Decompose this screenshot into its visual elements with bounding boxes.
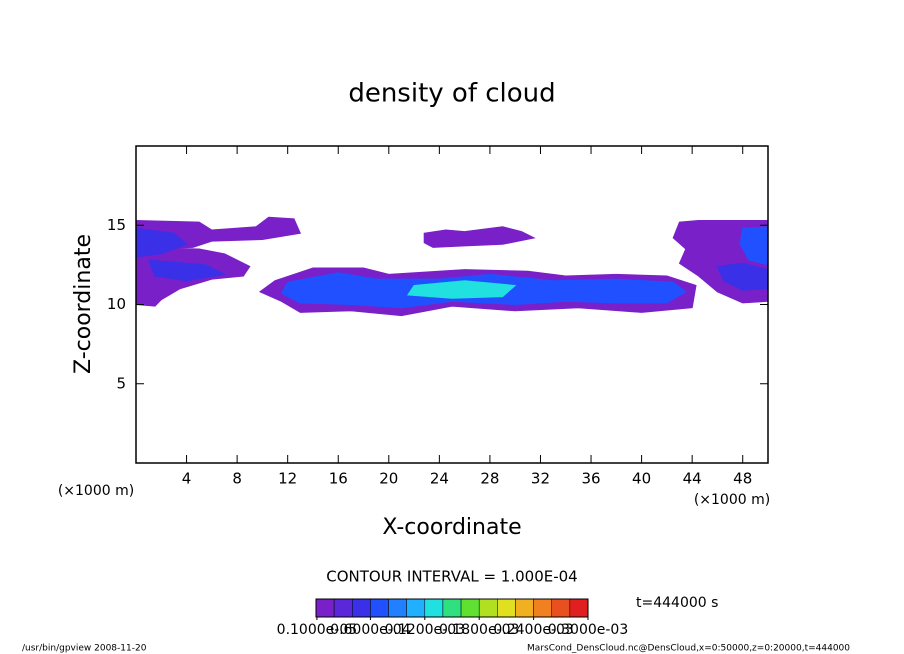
colorbar-tick-label: 0.2400e-03: [493, 622, 573, 638]
colorbar-segment: [352, 598, 371, 618]
x-tick-label: 24: [430, 470, 449, 488]
x-unit-label: (×1000 m): [694, 492, 770, 508]
colorbar-tick-label: 0.1200e-03: [385, 622, 465, 638]
colorbar-tick-label: 0.3000e-03: [548, 622, 628, 638]
colorbar-tick-label: 0.1000e-05: [277, 622, 357, 638]
x-tick-label: 36: [581, 470, 600, 488]
x-tick-label: 28: [480, 470, 499, 488]
x-tick-label: 40: [632, 470, 651, 488]
colorbar-segment: [478, 598, 498, 618]
cloud-region: [716, 262, 768, 291]
colorbar-segment: [424, 598, 444, 618]
colorbar-segment: [315, 598, 335, 618]
cloud-region: [136, 227, 188, 258]
x-tick-label: 8: [232, 470, 242, 488]
cloud-region: [739, 226, 768, 266]
contour-interval: CONTOUR INTERVAL = 1.000E-04: [326, 568, 577, 586]
x-tick-label: 12: [278, 470, 297, 488]
footer-left: /usr/bin/gpview 2008-11-20: [22, 644, 147, 654]
x-tick-label: 4: [182, 470, 192, 488]
colorbar-segment: [388, 598, 407, 618]
colorbar-segment: [569, 598, 589, 618]
x-tick-label: 16: [329, 470, 348, 488]
y-tick-label: 5: [116, 374, 126, 392]
x-unit-label: (×1000 m): [58, 483, 134, 499]
time-label: t=444000 s: [636, 595, 718, 611]
colorbar-tick-label: 0.1800e-03: [439, 622, 519, 638]
colorbar-segment: [442, 598, 462, 618]
colorbar-segment: [533, 598, 552, 618]
cloud-region: [423, 226, 536, 248]
x-tick-label: 44: [683, 470, 702, 488]
contour-fill: [136, 216, 768, 317]
colorbar-segment: [460, 598, 480, 618]
chart-title: density of cloud: [348, 79, 555, 109]
y-axis-label: Z-coordinate: [71, 234, 96, 374]
colorbar-segment: [406, 598, 426, 618]
colorbar-segment: [333, 598, 353, 618]
x-tick-label: 32: [531, 470, 550, 488]
colorbar-tick-label: 0.6000e-04: [330, 622, 411, 638]
x-tick-label: 48: [733, 470, 752, 488]
cloud-region: [147, 259, 227, 282]
colorbar-segment: [497, 598, 516, 618]
colorbar-segment: [515, 598, 534, 618]
colorbar-frame: [315, 598, 589, 618]
colorbar-segment: [551, 598, 571, 618]
footer-right: MarsCond_DensCloud.nc@DensCloud,x=0:5000…: [527, 644, 850, 654]
y-tick-label: 10: [107, 295, 126, 313]
x-tick-label: 20: [379, 470, 398, 488]
cloud-region: [406, 280, 517, 299]
x-axis-label: X-coordinate: [382, 515, 521, 540]
y-tick-label: 15: [107, 216, 126, 234]
colorbar-segment: [370, 598, 389, 618]
